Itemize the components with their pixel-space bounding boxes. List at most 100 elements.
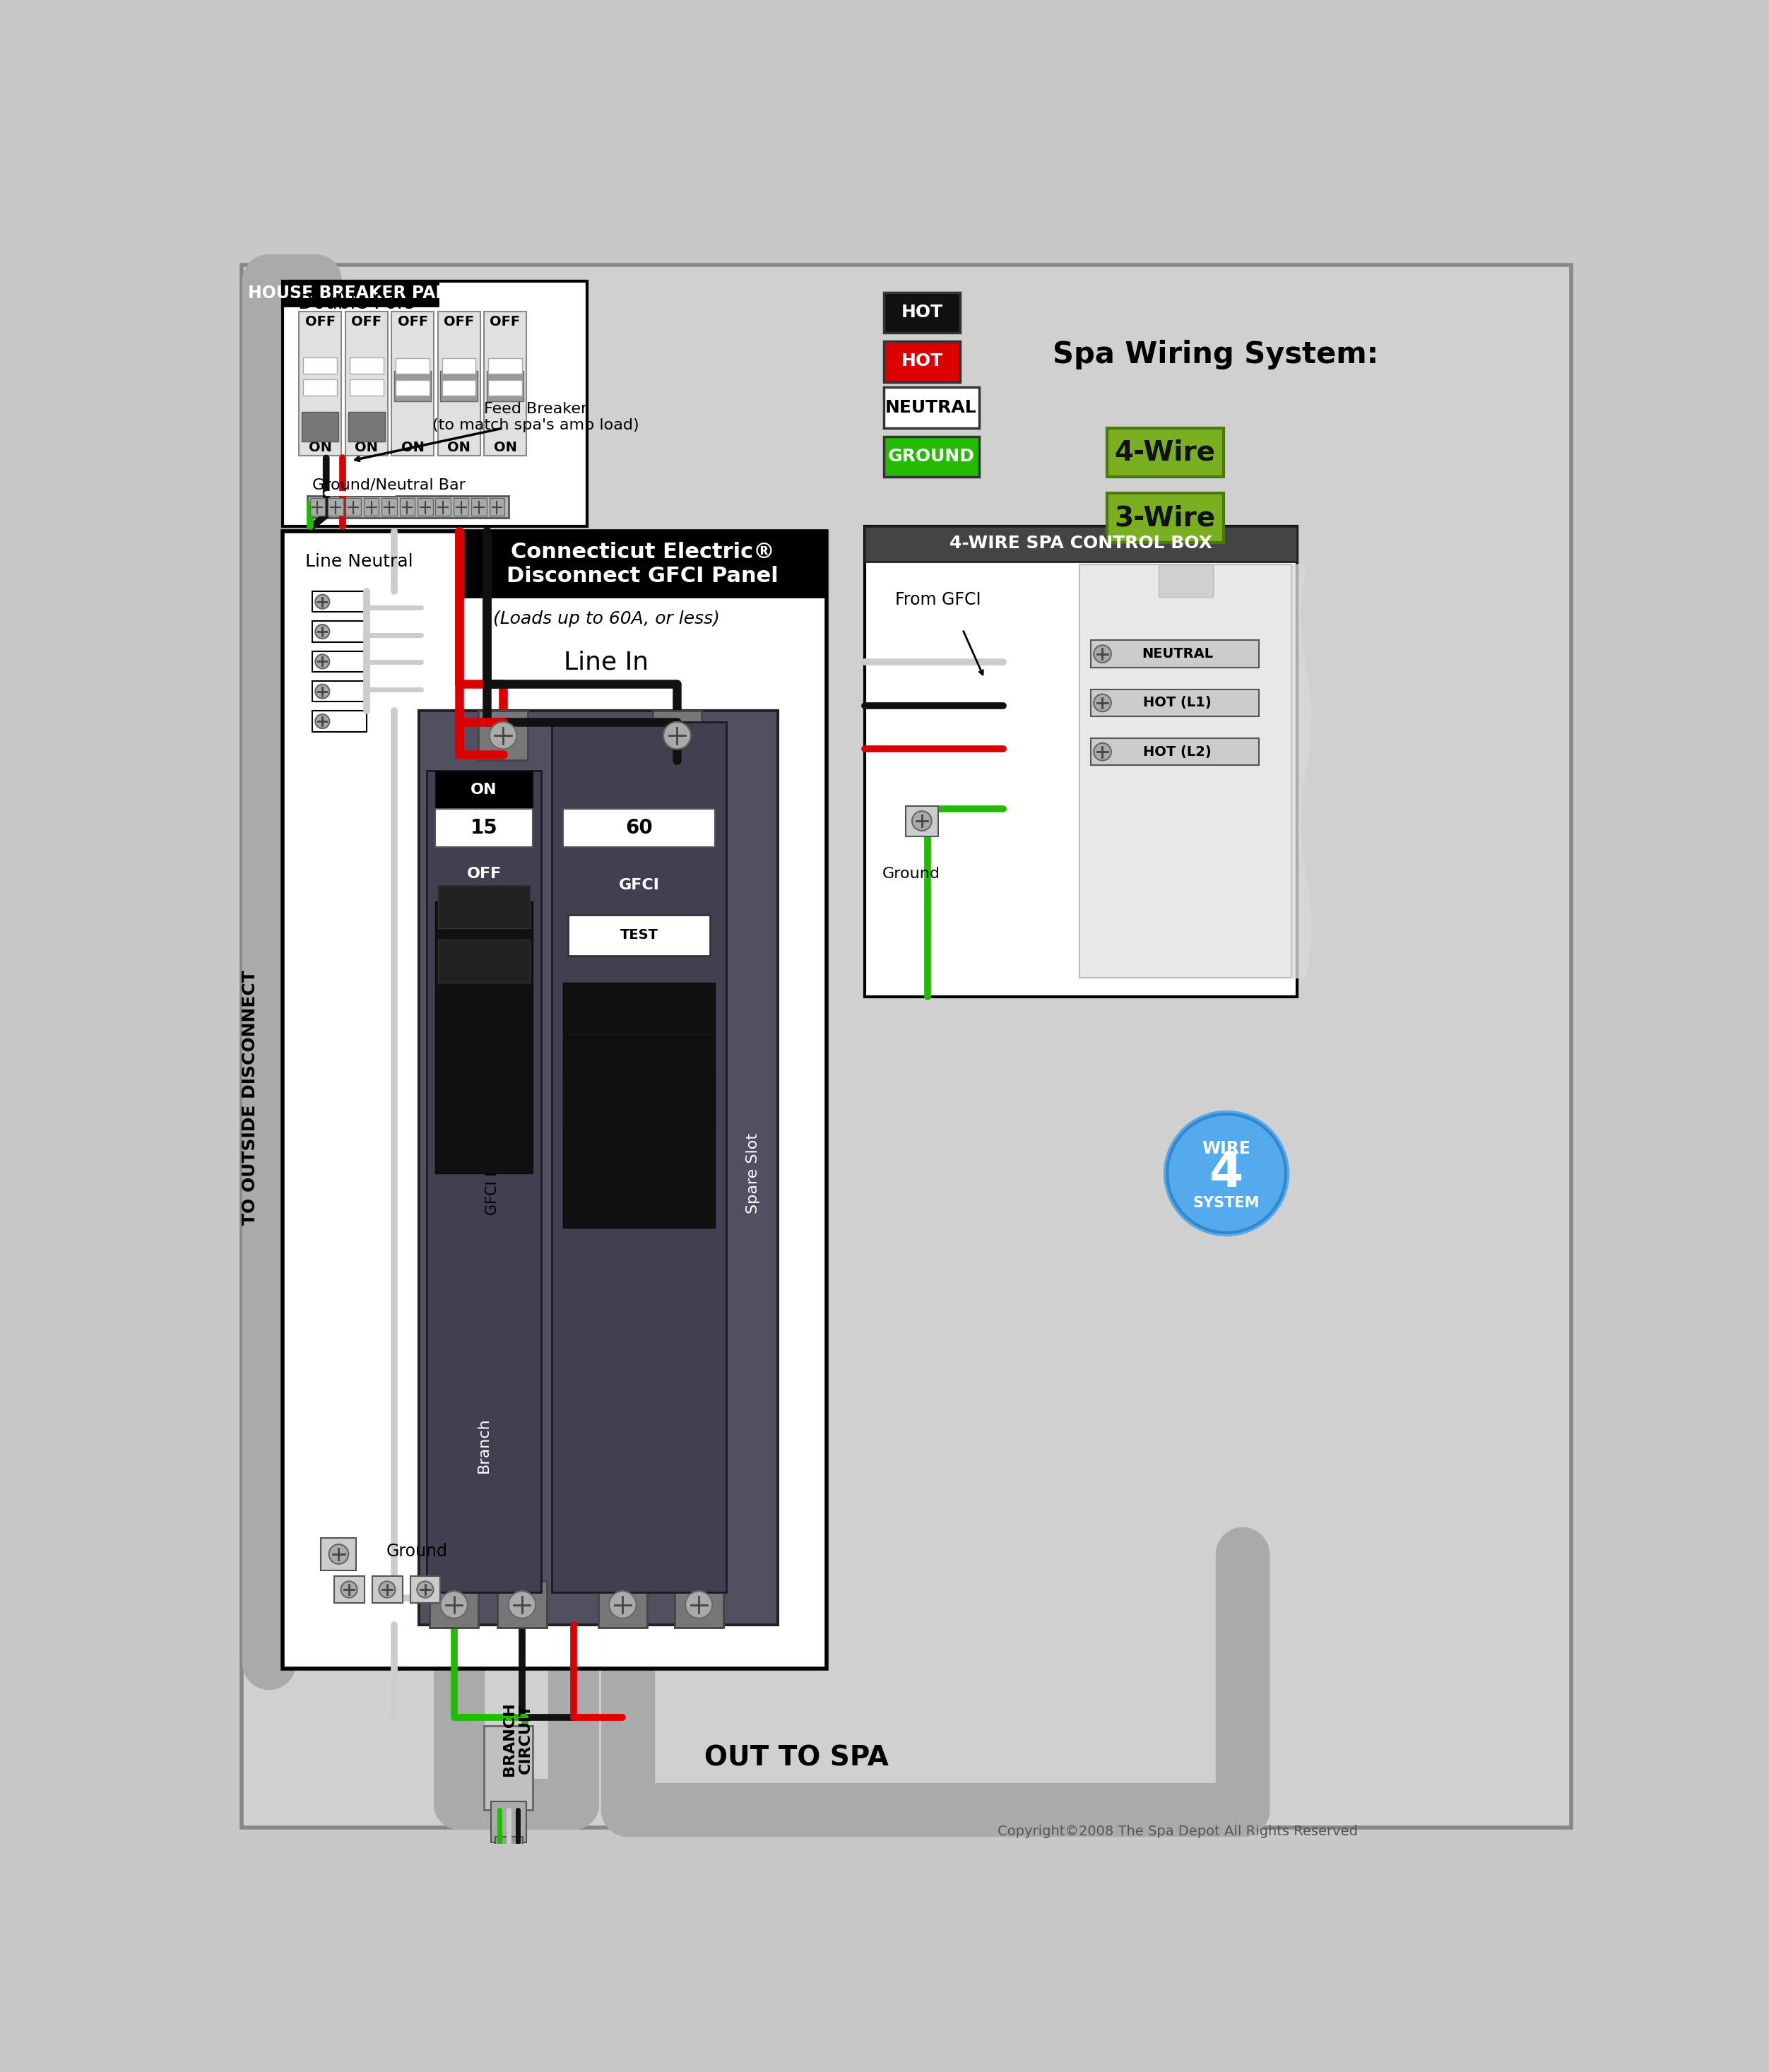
Bar — [1159, 564, 1214, 597]
Bar — [400, 499, 416, 516]
Bar — [1079, 564, 1291, 978]
Text: Line In: Line In — [564, 651, 649, 673]
Bar — [453, 499, 469, 516]
Bar — [350, 358, 384, 373]
Text: HOT (L1): HOT (L1) — [1143, 696, 1212, 709]
Bar — [1090, 640, 1260, 667]
Text: Spa Wiring System:: Spa Wiring System: — [1053, 340, 1378, 369]
Bar — [486, 371, 524, 402]
Bar — [1090, 690, 1260, 717]
Circle shape — [508, 1591, 536, 1618]
Circle shape — [417, 1581, 433, 1598]
Text: From GFCI: From GFCI — [895, 591, 982, 607]
Text: GFCI Pigtail: GFCI Pigtail — [485, 1131, 499, 1216]
Text: Branch: Branch — [478, 1417, 492, 1473]
Bar — [442, 381, 476, 396]
Circle shape — [379, 1581, 394, 1598]
Text: 4: 4 — [1210, 1150, 1244, 1198]
Bar — [419, 711, 778, 1624]
Bar — [396, 381, 430, 396]
Bar — [435, 499, 451, 516]
Text: HOT (L2): HOT (L2) — [1143, 746, 1212, 758]
Text: HOT: HOT — [900, 352, 943, 369]
Bar — [394, 371, 432, 402]
Bar — [345, 499, 361, 516]
Text: Double Pole: Double Pole — [297, 292, 414, 313]
Text: 4-WIRE SPA CONTROL BOX: 4-WIRE SPA CONTROL BOX — [950, 535, 1212, 551]
Bar — [435, 901, 532, 1173]
Bar — [497, 1581, 547, 1629]
Bar — [563, 1075, 715, 1129]
Bar — [396, 358, 430, 373]
Bar — [563, 808, 715, 847]
Circle shape — [1093, 694, 1111, 711]
Circle shape — [440, 1591, 467, 1618]
Bar — [598, 1581, 647, 1629]
Bar — [350, 379, 384, 396]
Text: OFF: OFF — [444, 315, 474, 329]
Text: Ground: Ground — [883, 866, 939, 881]
Text: Ground/Neutral Bar: Ground/Neutral Bar — [311, 479, 465, 493]
Bar — [884, 342, 961, 381]
Bar — [313, 682, 366, 702]
Text: TEST: TEST — [619, 928, 658, 943]
Circle shape — [341, 1581, 357, 1598]
Bar — [410, 1577, 440, 1604]
Bar — [563, 982, 715, 1038]
Bar — [426, 771, 541, 1591]
Bar — [568, 916, 709, 955]
Bar — [283, 282, 587, 526]
Bar — [437, 311, 479, 456]
Bar — [674, 1581, 724, 1629]
Text: ON: ON — [356, 441, 379, 454]
Text: OFF: OFF — [398, 315, 428, 329]
Bar — [373, 1577, 402, 1604]
Bar — [435, 808, 532, 847]
Bar — [334, 1577, 364, 1604]
Text: OFF: OFF — [352, 315, 382, 329]
Text: 4-Wire: 4-Wire — [1114, 439, 1215, 466]
Text: GFCI: GFCI — [619, 879, 660, 893]
Text: 60: 60 — [624, 818, 653, 837]
Bar — [563, 1038, 715, 1229]
Bar — [283, 533, 826, 1668]
Bar — [345, 311, 387, 456]
Bar — [437, 939, 531, 982]
Circle shape — [315, 684, 329, 698]
Text: Connecticut Electric®
Disconnect GFCI Panel: Connecticut Electric® Disconnect GFCI Pa… — [508, 543, 778, 586]
Bar — [440, 371, 478, 402]
Bar — [495, 1838, 522, 1859]
Circle shape — [315, 624, 329, 638]
Bar — [382, 499, 396, 516]
Text: SYSTEM: SYSTEM — [1192, 1196, 1260, 1210]
Bar — [348, 412, 386, 441]
Bar — [488, 358, 522, 373]
Circle shape — [315, 715, 329, 729]
Bar — [485, 1726, 532, 1809]
Text: OUT TO SPA: OUT TO SPA — [704, 1745, 888, 1772]
Circle shape — [315, 595, 329, 609]
Bar — [884, 292, 961, 334]
Bar — [430, 1581, 478, 1629]
Bar — [327, 499, 343, 516]
Text: ON: ON — [494, 441, 517, 454]
Text: WIRE: WIRE — [1203, 1140, 1251, 1158]
Text: ON: ON — [402, 441, 425, 454]
Text: OFF: OFF — [304, 315, 336, 329]
Bar — [391, 311, 433, 456]
Bar — [490, 499, 504, 516]
Bar — [552, 721, 725, 1591]
Bar — [865, 526, 1297, 562]
Bar — [460, 533, 826, 597]
Text: ON: ON — [471, 783, 497, 798]
Bar — [884, 387, 978, 429]
Text: BRANCH
CIRCUIT: BRANCH CIRCUIT — [502, 1701, 532, 1776]
Bar — [485, 311, 527, 456]
Text: 15: 15 — [471, 818, 497, 837]
Text: Spare Slot: Spare Slot — [747, 1133, 761, 1214]
Bar — [313, 711, 366, 731]
Bar — [884, 437, 978, 477]
Bar — [302, 412, 338, 441]
Bar — [310, 499, 325, 516]
Bar — [302, 358, 338, 373]
